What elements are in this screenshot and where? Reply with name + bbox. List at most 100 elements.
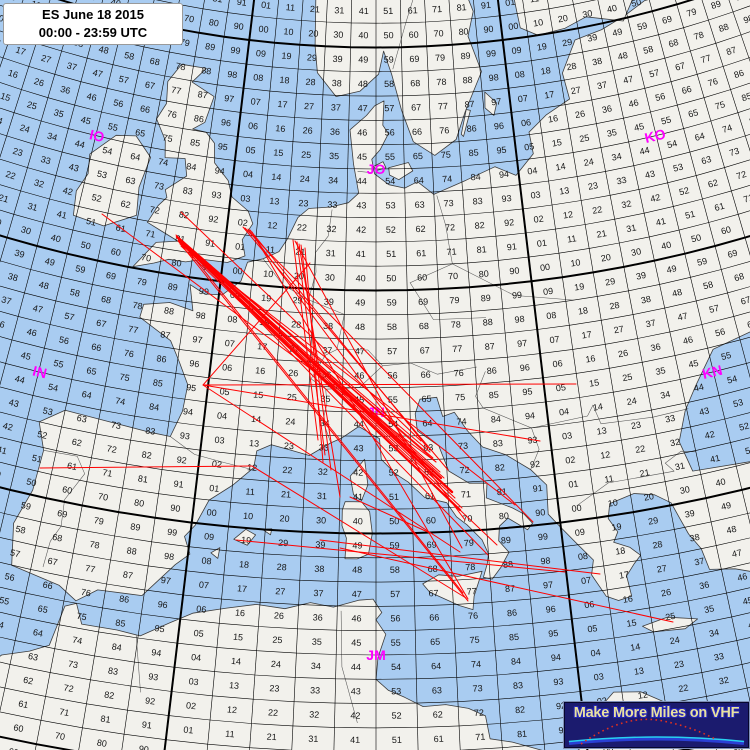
grid-square-label: 55	[53, 358, 65, 370]
grid-square-label: 20	[0, 215, 3, 227]
grid-square-label: 16	[275, 123, 286, 134]
grid-square-label: 92	[504, 217, 515, 228]
grid-square-label: 77	[84, 563, 96, 575]
grid-square-label: 46	[736, 571, 748, 583]
qso-path	[180, 245, 498, 546]
grid-square-label: 36	[601, 103, 613, 115]
grid-square-label: 79	[136, 276, 148, 288]
grid-square-label: 72	[63, 683, 75, 695]
grid-square-label: 76	[707, 76, 720, 88]
grid-parallel	[0, 586, 750, 632]
grid-square-label: 97	[517, 338, 528, 349]
grid-parallel	[0, 30, 750, 97]
country-border	[409, 263, 487, 320]
grid-square-label: 52	[36, 429, 48, 441]
grid-square-label: 55	[388, 395, 398, 405]
logo-propagation-arc	[580, 718, 718, 745]
grid-square-label: 76	[166, 109, 178, 121]
country-border	[452, 263, 574, 301]
grid-square-label: 97	[543, 580, 554, 591]
grid-square-label: 43	[68, 162, 80, 174]
grid-square-label: 80	[133, 497, 144, 508]
grid-square-label: 40	[715, 476, 727, 488]
grid-square-label: 26	[33, 76, 46, 88]
country-border	[42, 450, 86, 568]
grid-square-label: 85	[189, 137, 200, 148]
grid-square-label: 86	[119, 593, 130, 604]
grid-square-label: 99	[537, 531, 548, 542]
grid-square-label: 86	[486, 365, 497, 376]
grid-square-label: 71	[102, 467, 114, 479]
grid-square-label: 98	[540, 555, 551, 566]
grid-square-label: 67	[47, 556, 59, 568]
grid-square-label: 01	[183, 725, 194, 736]
qso-path	[202, 383, 577, 386]
grid-square-label: 16	[547, 113, 558, 124]
grid-square-label: 79	[179, 37, 191, 49]
grid-square-label: 46	[26, 326, 38, 338]
grid-square-label: 11	[566, 233, 577, 244]
grid-square-label: 30	[325, 272, 335, 282]
grid-square-label: 71	[446, 247, 457, 258]
grid-square-label: 73	[110, 419, 122, 431]
grid-square-label: 34	[46, 131, 58, 143]
grid-square-label: 06	[520, 117, 531, 128]
grid-square-label: 44	[14, 373, 26, 385]
grid-square-label: 06	[222, 362, 233, 373]
grid-square-label: 41	[655, 216, 667, 228]
grid-square-label: 26	[574, 109, 586, 121]
qso-path	[349, 496, 431, 534]
grid-square-label: 39	[13, 248, 25, 260]
grid-square-label: 20	[643, 491, 655, 503]
grid-square-label: 21	[310, 4, 321, 15]
grid-square-label: 31	[26, 201, 38, 213]
grid-square-label: 83	[472, 196, 483, 207]
grid-square-label: 27	[613, 324, 625, 336]
grid-square-label: 43	[356, 200, 366, 210]
grid-square-label: 19	[241, 535, 252, 546]
grid-square-label: 55	[107, 121, 119, 133]
grid-square-label: 48	[725, 524, 737, 536]
grid-square-label: 82	[515, 704, 526, 715]
grid-square-label: 61	[433, 734, 443, 744]
grid-square-label: 29	[647, 515, 659, 527]
grid-square-label: 17	[257, 341, 268, 352]
grid-square-label: 27	[304, 101, 315, 112]
grid-square-label: 88	[482, 317, 493, 328]
grid-square-label: 21	[281, 489, 292, 500]
grid-square-label: 68	[667, 37, 679, 49]
grid-square-label: 30	[679, 484, 691, 496]
grid-square-label: 77	[438, 101, 449, 112]
grid-square-label: 57	[648, 67, 660, 79]
grid-square-label: 31	[334, 5, 344, 15]
grid-square-label: 75	[469, 635, 480, 646]
grid-square-label: 22	[282, 465, 293, 476]
grid-square-label: 60	[61, 484, 73, 496]
grid-parallel	[0, 361, 750, 413]
grid-square-label: 87	[725, 45, 738, 58]
grid-square-label: 36	[650, 341, 662, 353]
grid-square-label: 52	[386, 225, 396, 235]
grid-square-label: 36	[0, 318, 6, 330]
grid-square-label: 00	[508, 21, 519, 32]
grid-square-label: 52	[91, 192, 103, 204]
grid-square-label: 15	[588, 377, 599, 388]
grid-square-label: 64	[431, 661, 441, 671]
grid-square-label: 67	[144, 79, 156, 91]
grid-square-label: 37	[66, 60, 78, 72]
grid-square-label: 50	[386, 273, 396, 283]
grid-square-label: 66	[421, 370, 431, 380]
grid-square-label: 91	[558, 725, 569, 736]
grid-square-label: 96	[157, 599, 168, 610]
qso-path	[202, 384, 541, 442]
grid-square-label: 67	[95, 318, 107, 330]
grid-square-label: 96	[220, 117, 231, 128]
grid-square-label: 81	[137, 473, 148, 484]
grid-square-label: 97	[160, 575, 171, 586]
grid-square-label: 15	[233, 632, 244, 643]
grid-square-label: 49	[44, 256, 56, 268]
grid-square-label: 00	[539, 262, 550, 273]
grid-square-label: 33	[713, 651, 725, 663]
